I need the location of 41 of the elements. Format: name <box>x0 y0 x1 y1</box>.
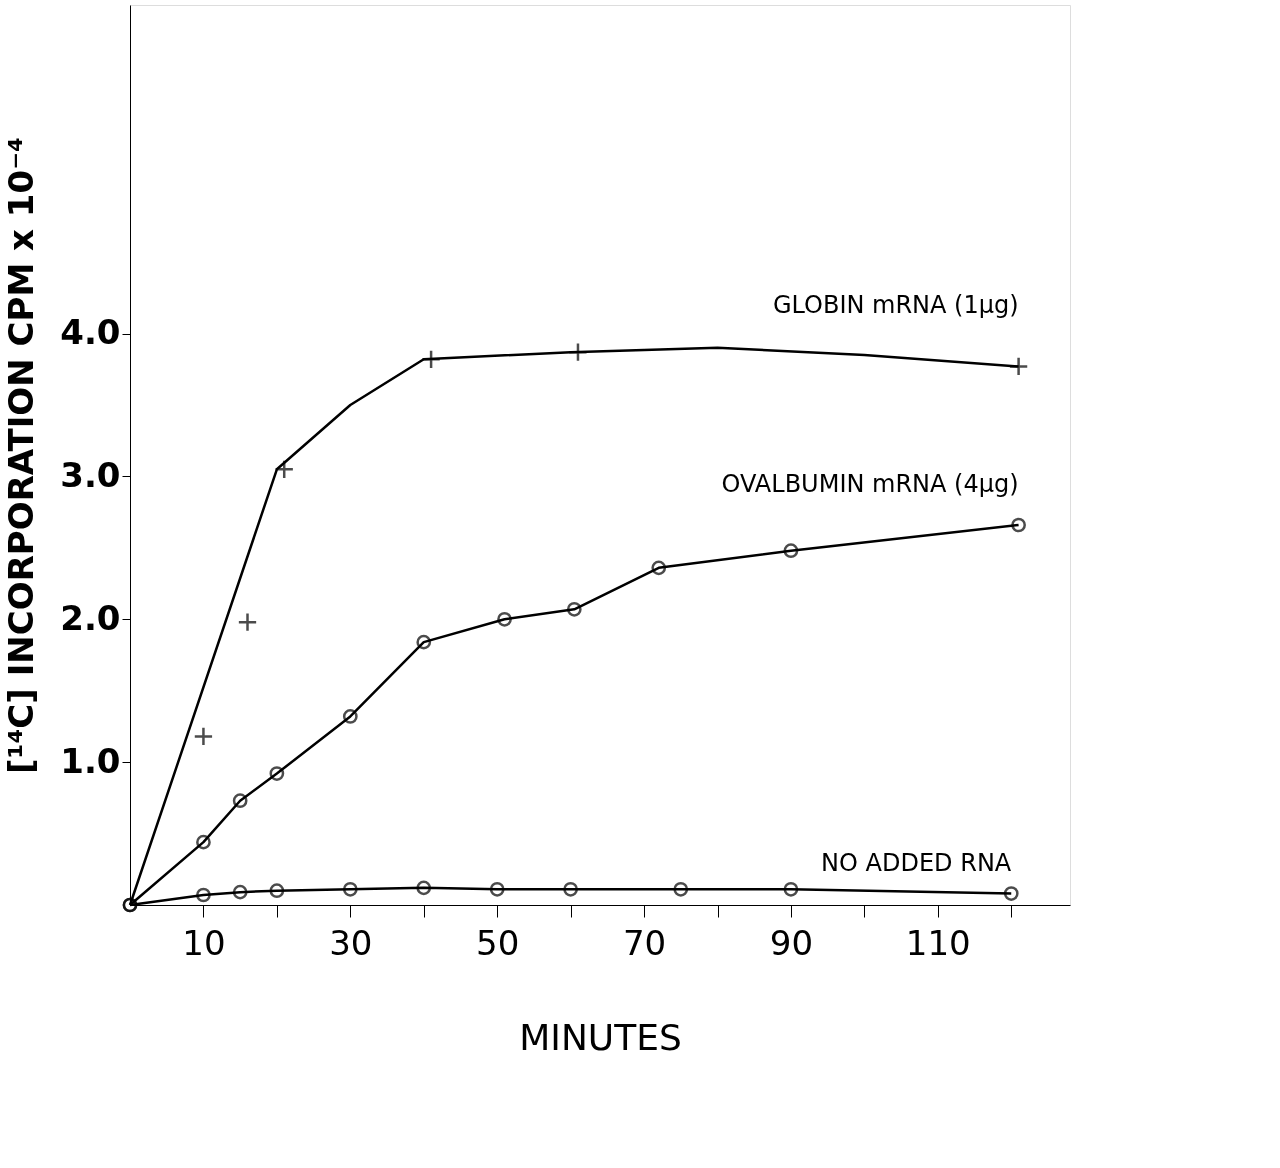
point <box>416 880 432 896</box>
point <box>269 883 285 899</box>
point <box>568 342 588 363</box>
y-tick-label: 4.0 <box>60 312 121 353</box>
x-tick-label: 90 <box>769 922 814 963</box>
x-tick-label: 70 <box>622 922 667 963</box>
x-tick-label: 10 <box>182 922 226 963</box>
point <box>1003 886 1019 901</box>
x-tick-label: 110 <box>905 922 971 963</box>
series-label: OVALBUMIN mRNA (4µg) <box>721 470 1019 498</box>
point <box>651 560 667 576</box>
x-tick-label: 50 <box>476 922 520 963</box>
y-axis-title: [¹⁴C] INCORPORATION CPM x 10⁻⁴ <box>1 137 42 774</box>
point <box>783 881 799 897</box>
point <box>196 834 211 850</box>
point <box>342 709 358 724</box>
point <box>232 793 248 809</box>
series-label: GLOBIN mRNA (1µg) <box>772 291 1019 320</box>
y-tick-label: 3.0 <box>60 454 121 495</box>
point <box>497 611 512 627</box>
x-tick-label: 30 <box>329 922 373 963</box>
point <box>1008 356 1029 377</box>
point <box>342 881 358 897</box>
point <box>563 881 578 897</box>
point <box>237 612 258 633</box>
point <box>489 881 505 897</box>
y-tick-label: 1.0 <box>60 740 121 781</box>
point <box>416 634 432 650</box>
point <box>1011 517 1026 533</box>
point <box>232 884 248 900</box>
point <box>196 887 211 903</box>
point <box>193 726 214 747</box>
point <box>673 881 689 897</box>
point <box>274 459 295 480</box>
series-label: NO ADDED RNA <box>821 848 1012 877</box>
point <box>421 349 441 370</box>
y-tick-label: 2.0 <box>60 597 121 638</box>
point <box>566 601 582 617</box>
point <box>269 766 285 781</box>
point <box>783 543 799 559</box>
x-axis-title: MINUTES <box>519 1016 682 1058</box>
